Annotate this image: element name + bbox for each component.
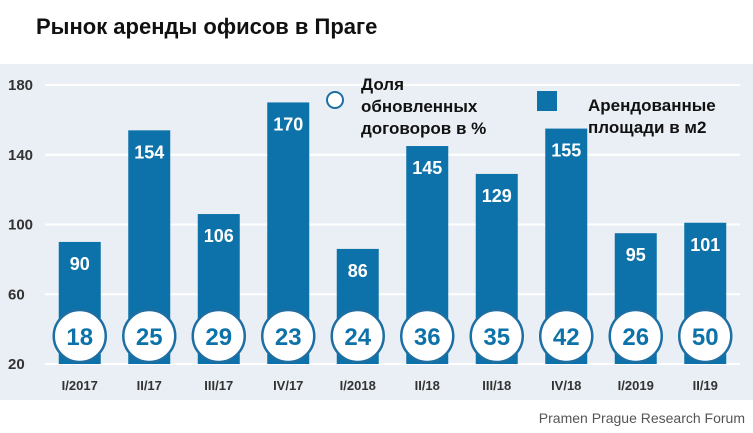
share-circle — [52, 308, 107, 364]
bar-value-label: 170 — [273, 114, 303, 134]
y-tick-label: 140 — [8, 147, 33, 164]
share-value-label: 42 — [553, 324, 580, 351]
x-tick-label: III/18 — [482, 378, 511, 393]
share-circle — [261, 308, 316, 364]
share-value-label: 23 — [275, 324, 302, 351]
share-circle — [678, 308, 733, 364]
chart-title: Рынок аренды офисов в Праге — [36, 14, 378, 39]
bar-value-label: 129 — [482, 186, 512, 206]
bar-value-label: 86 — [348, 261, 368, 281]
share-value-label: 24 — [344, 324, 371, 351]
x-tick-label: I/2019 — [618, 378, 654, 393]
y-tick-label: 100 — [8, 217, 33, 234]
x-tick-label: II/19 — [693, 378, 718, 393]
legend-circle-icon — [326, 91, 344, 109]
share-circle — [608, 308, 663, 364]
share-value-label: 25 — [136, 324, 163, 351]
share-circle — [122, 308, 177, 364]
share-circle — [330, 308, 385, 364]
chart-panel: 20 60 100 140 180 90 18 I/2017 154 25 II/17 106 29 II… — [0, 64, 753, 400]
x-tick-label: III/17 — [204, 378, 233, 393]
legend-square-icon — [537, 91, 557, 111]
share-value-label: 36 — [414, 324, 441, 351]
share-value-label: 35 — [483, 324, 510, 351]
bar-value-label: 106 — [204, 226, 234, 246]
legend-leased-area: Арендованные площади в м2 — [588, 96, 716, 137]
share-circle — [469, 308, 524, 364]
bar-value-label: 95 — [626, 245, 646, 265]
bar-value-label: 154 — [134, 142, 164, 162]
bar-value-label: 145 — [412, 158, 442, 178]
share-circle — [400, 308, 455, 364]
chart-plot: 20 60 100 140 180 90 18 I/2017 154 25 II/17 106 29 II… — [8, 77, 740, 393]
legend-renewed-contracts: Доля обновленных договоров в % — [361, 75, 487, 138]
x-tick-label: IV/17 — [273, 378, 303, 393]
share-value-label: 50 — [692, 324, 719, 351]
x-tick-label: II/17 — [137, 378, 162, 393]
share-value-label: 29 — [205, 324, 232, 351]
x-tick-label: II/18 — [415, 378, 440, 393]
y-tick-label: 20 — [8, 356, 25, 373]
share-value-label: 18 — [66, 324, 93, 351]
bar-value-label: 90 — [70, 254, 90, 274]
x-tick-label: I/2017 — [62, 378, 98, 393]
y-tick-label: 180 — [8, 77, 33, 94]
bar-value-label: 101 — [690, 235, 720, 255]
share-circle — [539, 308, 594, 364]
share-value-label: 26 — [622, 324, 649, 351]
source-label: Pramen Prague Research Forum — [538, 410, 745, 426]
y-tick-label: 60 — [8, 286, 25, 303]
bar-value-label: 155 — [551, 141, 581, 161]
share-circle — [191, 308, 246, 364]
x-tick-label: I/2018 — [340, 378, 376, 393]
x-tick-label: IV/18 — [551, 378, 581, 393]
